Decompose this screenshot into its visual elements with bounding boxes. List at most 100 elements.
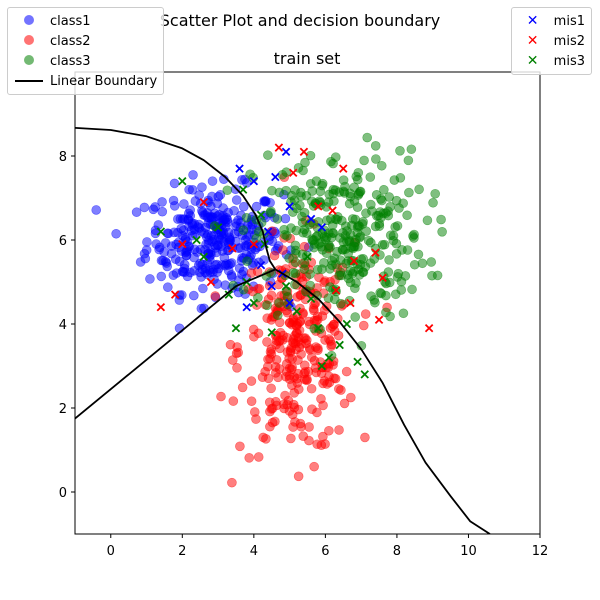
class3-point <box>301 228 312 239</box>
class3-point <box>430 188 440 199</box>
class1-point <box>220 260 230 271</box>
mis2-marker <box>313 202 323 211</box>
class3-point <box>436 214 446 225</box>
class2-point <box>283 395 294 406</box>
x-tick-label: 8 <box>393 544 401 559</box>
class3-point <box>263 150 273 160</box>
class2-point <box>276 556 285 565</box>
class2-point <box>237 382 248 393</box>
class3-point <box>329 253 340 264</box>
class2-point <box>228 396 239 406</box>
mis2-marker <box>371 248 380 257</box>
class1-point <box>280 213 291 224</box>
class3-point <box>391 238 402 249</box>
class3-point <box>305 150 316 161</box>
class3-point <box>414 184 424 195</box>
mis3-marker <box>260 239 269 249</box>
mis3-marker <box>360 370 369 379</box>
class2-point <box>334 384 344 394</box>
legend-swatch-class2 <box>24 34 34 45</box>
class3-point <box>406 144 417 155</box>
class3-point <box>395 146 405 156</box>
mis2-marker <box>274 143 284 152</box>
class1-point <box>142 237 152 247</box>
class2-point <box>330 373 341 384</box>
class3-point <box>370 297 380 308</box>
class3-point <box>359 155 369 166</box>
class3-point <box>362 132 373 143</box>
legend-swatch-class3 <box>24 54 34 65</box>
class2-point <box>258 432 268 443</box>
class3-point <box>305 269 315 279</box>
class2-point <box>246 268 257 278</box>
class2-point <box>264 280 275 291</box>
mis3-marker <box>292 307 302 316</box>
class2-point <box>210 291 221 301</box>
class2-point <box>295 418 306 429</box>
class2-point <box>265 347 276 357</box>
class2-point <box>216 391 226 402</box>
class1-point <box>229 205 239 216</box>
class2-point <box>278 245 288 255</box>
class1-point <box>163 228 174 239</box>
x-tick-label: 12 <box>532 544 549 559</box>
class1-point <box>150 202 160 212</box>
class3-point <box>238 225 249 235</box>
mis1-marker <box>281 147 291 157</box>
mis3-marker <box>213 223 223 232</box>
class3-point <box>381 307 391 318</box>
class1-point <box>156 271 167 282</box>
class2-point <box>232 342 242 352</box>
class2-point <box>292 292 303 302</box>
class1-point <box>185 205 195 215</box>
class1-point <box>182 246 192 257</box>
class3-point <box>351 278 361 288</box>
class1-point <box>212 279 223 289</box>
class3-point <box>326 156 336 167</box>
mis3-marker <box>249 298 259 308</box>
class2-point <box>253 452 264 462</box>
class1-point <box>231 195 242 205</box>
class1-point <box>196 303 207 314</box>
class2-point <box>282 347 293 357</box>
mis2-marker <box>424 323 434 333</box>
x-tick-label: 10 <box>460 544 477 559</box>
class2-point <box>299 360 310 371</box>
class3-point <box>360 262 371 272</box>
class3-point <box>290 240 301 251</box>
mis2-marker <box>374 315 384 325</box>
class1-point <box>160 256 171 267</box>
class1-point <box>240 235 251 245</box>
class1-point <box>169 201 180 211</box>
class3-point <box>328 184 339 195</box>
class1-point <box>218 203 228 213</box>
class1-point <box>194 190 204 200</box>
class1-point <box>179 199 189 209</box>
class3-point <box>253 292 263 303</box>
mis3-marker <box>281 281 291 291</box>
mis2-marker <box>299 147 309 157</box>
class2-point <box>291 328 302 339</box>
class1-point <box>196 272 206 282</box>
class2-point <box>303 316 314 327</box>
class2-point <box>339 398 350 409</box>
mis3-marker <box>156 227 166 236</box>
class3-point <box>272 214 283 224</box>
class2-point <box>304 422 314 432</box>
class2-point <box>288 315 299 325</box>
class1-point <box>141 245 152 255</box>
legend-label-class2: class2 <box>50 33 91 49</box>
class3-point <box>427 270 437 281</box>
class2-point <box>312 439 323 450</box>
class3-point <box>396 276 407 287</box>
class2-point <box>325 336 336 346</box>
class3-point <box>338 237 349 247</box>
mis1-marker <box>242 302 251 312</box>
class1-point <box>163 282 173 293</box>
class2-point <box>227 477 237 488</box>
class3-point <box>379 184 389 195</box>
legend-item-class3: class3 <box>14 51 157 71</box>
class3-point <box>422 215 433 226</box>
y-tick-label: 2 <box>59 402 67 417</box>
chart-subtitle: train set <box>274 49 341 68</box>
